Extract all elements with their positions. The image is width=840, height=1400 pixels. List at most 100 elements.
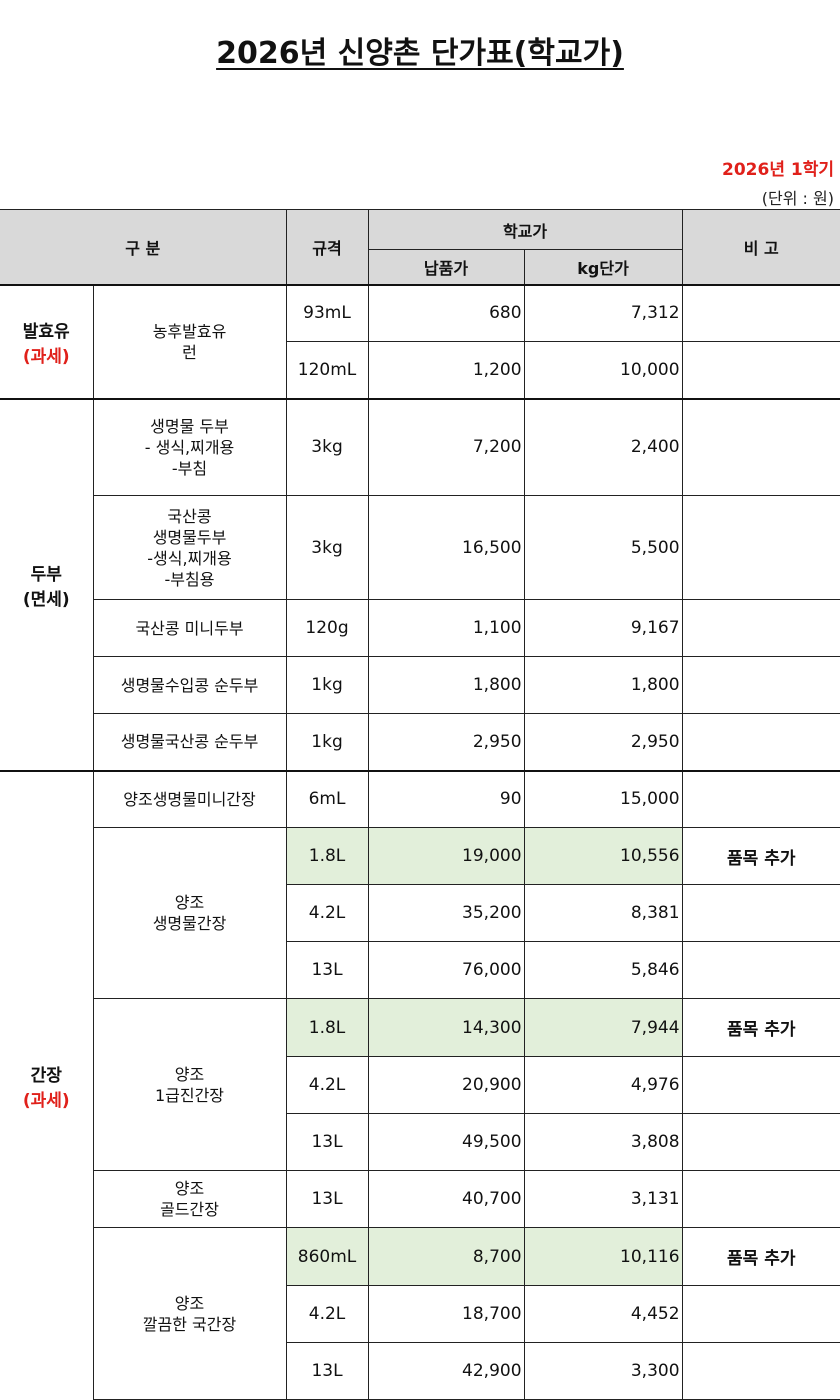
note-cell: [681, 1170, 840, 1228]
kg-price-cell: 3,131: [523, 1170, 683, 1228]
header-school-price: 학교가: [367, 209, 683, 250]
spec-cell: 120g: [285, 599, 369, 657]
table-row: 양조 골드간장 13L 40,700 3,131: [0, 1170, 840, 1228]
spec-cell: 1kg: [285, 713, 369, 771]
kg-price-cell: 2,950: [523, 713, 683, 771]
table-row: 13L 42,900 3,300: [0, 1342, 840, 1400]
spec-cell: 3kg: [285, 397, 369, 496]
price-cell: 18,700: [367, 1285, 525, 1343]
tax-label: (면세): [22, 589, 70, 610]
price-cell: 90: [367, 769, 525, 828]
product-name: 양조생명물미니간장: [92, 769, 287, 828]
table-row: 발효유 (과세) 농후발효유 런 93mL 680 7,312: [0, 283, 840, 399]
tax-label: (과세): [22, 1090, 70, 1111]
spec-cell: 93mL: [285, 283, 369, 342]
table-row: 간장 (과세) 양조생명물미니간장 6mL 90 15,000: [0, 769, 840, 1400]
price-cell: 49,500: [367, 1113, 525, 1171]
spec-cell: 120mL: [285, 341, 369, 399]
product-name: 생명물 두부 - 생식,찌개용 -부침: [92, 397, 287, 496]
category-cell: 간장 (과세): [0, 769, 94, 1400]
kg-price-cell: 7,312: [523, 283, 683, 342]
table-row: 양조 1급진간장 1.8L 14,300 7,944 품목 추가: [0, 998, 840, 1171]
page-title: 2026년 신양촌 단가표(학교가): [216, 36, 624, 71]
price-cell: 8,700: [367, 1227, 525, 1286]
note-cell: 품목 추가: [681, 998, 840, 1057]
price-cell: 76,000: [367, 941, 525, 999]
kg-price-cell: 2,400: [523, 397, 683, 496]
price-cell: 1,200: [367, 341, 525, 399]
table-row: 생명물수입콩 순두부 1kg 1,800 1,800: [0, 656, 840, 714]
note-cell: [681, 1285, 840, 1343]
table-row: 양조 생명물간장 1.8L 19,000 10,556 품목 추가: [0, 827, 840, 999]
table-row: 두부 (면세) 생명물 두부 - 생식,찌개용 -부침 3kg 7,200 2,40…: [0, 397, 840, 771]
note-cell: [681, 599, 840, 657]
product-name: 농후발효유 런: [92, 283, 287, 399]
unit-label: (단위 : 원): [761, 189, 834, 208]
price-cell: 40,700: [367, 1170, 525, 1228]
table-row: 국산콩 미니두부 120g 1,100 9,167: [0, 599, 840, 657]
product-name: 양조 생명물간장: [92, 827, 287, 999]
price-cell: 14,300: [367, 998, 525, 1057]
spec-cell: 4.2L: [285, 1285, 369, 1343]
table-row: 4.2L 18,700 4,452: [0, 1285, 840, 1343]
price-cell: 1,100: [367, 599, 525, 657]
product-name: 국산콩 미니두부: [92, 599, 287, 657]
product-name: 국산콩 생명물두부 -생식,찌개용 -부침용: [92, 495, 287, 600]
tax-label: (과세): [22, 346, 70, 367]
kg-price-cell: 4,452: [523, 1285, 683, 1343]
product-name: 양조 깔끔한 국간장: [92, 1227, 287, 1400]
kg-price-cell: 15,000: [523, 769, 683, 828]
table-row: 국산콩 생명물두부 -생식,찌개용 -부침용 3kg 16,500 5,500: [0, 495, 840, 600]
spec-cell: 1kg: [285, 656, 369, 714]
note-cell: 품목 추가: [681, 1227, 840, 1286]
note-cell: [681, 283, 840, 342]
table-row: 생명물국산콩 순두부 1kg 2,950 2,950: [0, 713, 840, 771]
price-cell: 2,950: [367, 713, 525, 771]
kg-price-cell: 4,976: [523, 1056, 683, 1114]
note-cell: [681, 656, 840, 714]
kg-price-cell: 9,167: [523, 599, 683, 657]
kg-price-cell: 10,000: [523, 341, 683, 399]
spec-cell: 860mL: [285, 1227, 369, 1286]
note-cell: [681, 397, 840, 496]
category-name: 간장: [30, 1065, 62, 1086]
header-kg-price: kg단가: [523, 249, 683, 285]
header-note: 비 고: [681, 209, 840, 285]
note-cell: [681, 941, 840, 999]
category-cell: 두부 (면세): [0, 397, 94, 771]
price-cell: 16,500: [367, 495, 525, 600]
note-cell: [681, 769, 840, 828]
spec-cell: 13L: [285, 1113, 369, 1171]
price-cell: 7,200: [367, 397, 525, 496]
price-cell: 680: [367, 283, 525, 342]
table-row: 120mL 1,200 10,000: [0, 341, 840, 399]
semester-label: 2026년 1학기: [722, 160, 834, 180]
price-cell: 19,000: [367, 827, 525, 885]
spec-cell: 4.2L: [285, 884, 369, 942]
header-spec: 규격: [285, 209, 369, 285]
note-cell: [681, 1113, 840, 1171]
product-name: 생명물수입콩 순두부: [92, 656, 287, 714]
kg-price-cell: 8,381: [523, 884, 683, 942]
product-name: 양조 골드간장: [92, 1170, 287, 1228]
kg-price-cell: 5,846: [523, 941, 683, 999]
kg-price-cell: 5,500: [523, 495, 683, 600]
product-name: 생명물국산콩 순두부: [92, 713, 287, 771]
spec-cell: 3kg: [285, 495, 369, 600]
price-cell: 42,900: [367, 1342, 525, 1400]
kg-price-cell: 3,808: [523, 1113, 683, 1171]
price-table: 구 분 규격 학교가 비 고 납품가 kg단가 발효유 (과세) 농후발효유 런 …: [0, 209, 840, 1400]
price-cell: 20,900: [367, 1056, 525, 1114]
category-name: 발효유: [22, 321, 70, 342]
spec-cell: 4.2L: [285, 1056, 369, 1114]
spec-cell: 13L: [285, 1170, 369, 1228]
table-row: 양조 깔끔한 국간장 860mL 8,700 10,116 품목 추가: [0, 1227, 840, 1400]
table-header: 구 분 규격 학교가 비 고 납품가 kg단가: [0, 209, 840, 285]
category-name: 두부: [30, 564, 62, 585]
note-cell: [681, 884, 840, 942]
note-cell: [681, 1056, 840, 1114]
kg-price-cell: 10,116: [523, 1227, 683, 1286]
header-delivery-price: 납품가: [367, 249, 525, 285]
kg-price-cell: 3,300: [523, 1342, 683, 1400]
price-cell: 1,800: [367, 656, 525, 714]
